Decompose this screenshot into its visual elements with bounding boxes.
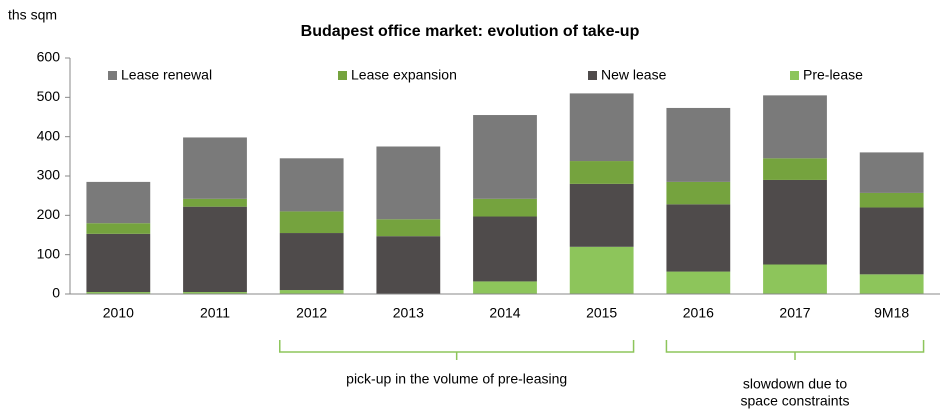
bar-segment (86, 223, 151, 234)
y-tick-label: 600 (37, 49, 61, 65)
legend-swatch (790, 71, 799, 80)
bar-segment (86, 233, 151, 293)
bar-segment (666, 204, 731, 272)
bar-segment (183, 292, 247, 294)
bar-segment (183, 206, 247, 293)
annotation: slowdown due to (743, 376, 848, 392)
x-tick-label: 9M18 (874, 305, 909, 321)
bar-segment (666, 107, 731, 182)
x-tick-label: 2017 (779, 305, 810, 321)
y-tick-label: 100 (37, 245, 61, 261)
bracket (665, 340, 925, 360)
y-tick-label: 500 (37, 88, 61, 104)
x-tick-label: 2010 (103, 305, 134, 321)
legend-label: Lease expansion (351, 67, 457, 83)
legend-swatch (108, 71, 117, 80)
bar-segment (569, 93, 634, 162)
x-tick-label: 2016 (683, 305, 714, 321)
bar-segment (859, 207, 924, 275)
bar-segment (183, 137, 247, 199)
bar-segment (376, 236, 441, 294)
bar-segment (279, 158, 344, 212)
y-tick-label: 0 (52, 285, 60, 301)
chart-title: Budapest office market: evolution of tak… (301, 23, 640, 40)
bar-segment (859, 152, 924, 193)
bar-segment (666, 181, 731, 205)
bar-segment (376, 219, 441, 237)
bar-segment (473, 115, 537, 199)
bar-segment (279, 211, 344, 234)
x-tick-label: 2013 (393, 305, 424, 321)
bar-segment (569, 246, 634, 294)
bracket (279, 340, 635, 360)
bar-segment (473, 281, 537, 294)
bar-segment (763, 264, 827, 294)
legend-swatch (588, 71, 597, 80)
y-tick-label: 300 (37, 167, 61, 183)
bar-segment (279, 233, 344, 291)
bar-segment (859, 192, 924, 208)
legend-label: Pre-lease (803, 67, 863, 83)
bar-segment (473, 216, 537, 282)
bar-segment (86, 181, 151, 224)
bar-segment (763, 179, 827, 265)
bar-segment (473, 198, 537, 217)
y-axis-unit: ths sqm (8, 7, 57, 23)
legend-label: Lease renewal (121, 67, 212, 83)
y-tick-label: 400 (37, 127, 61, 143)
bar-segment (279, 290, 344, 294)
bar-segment (376, 146, 441, 220)
annotation: space constraints (741, 393, 850, 409)
legend-label: New lease (601, 67, 667, 83)
x-tick-label: 2011 (200, 305, 230, 321)
annotation: pick-up in the volume of pre-leasing (346, 371, 567, 387)
x-tick-label: 2014 (489, 305, 520, 321)
y-tick-label: 200 (37, 206, 61, 222)
bar-segment (86, 292, 151, 294)
bar-segment (666, 271, 731, 294)
bar-segment (569, 161, 634, 184)
bar-segment (569, 183, 634, 247)
bar-segment (183, 198, 247, 207)
legend-swatch (338, 71, 347, 80)
bar-segment (859, 274, 924, 294)
x-tick-label: 2015 (586, 305, 617, 321)
bar-segment (763, 95, 827, 159)
x-tick-label: 2012 (296, 305, 327, 321)
bar-segment (763, 158, 827, 180)
